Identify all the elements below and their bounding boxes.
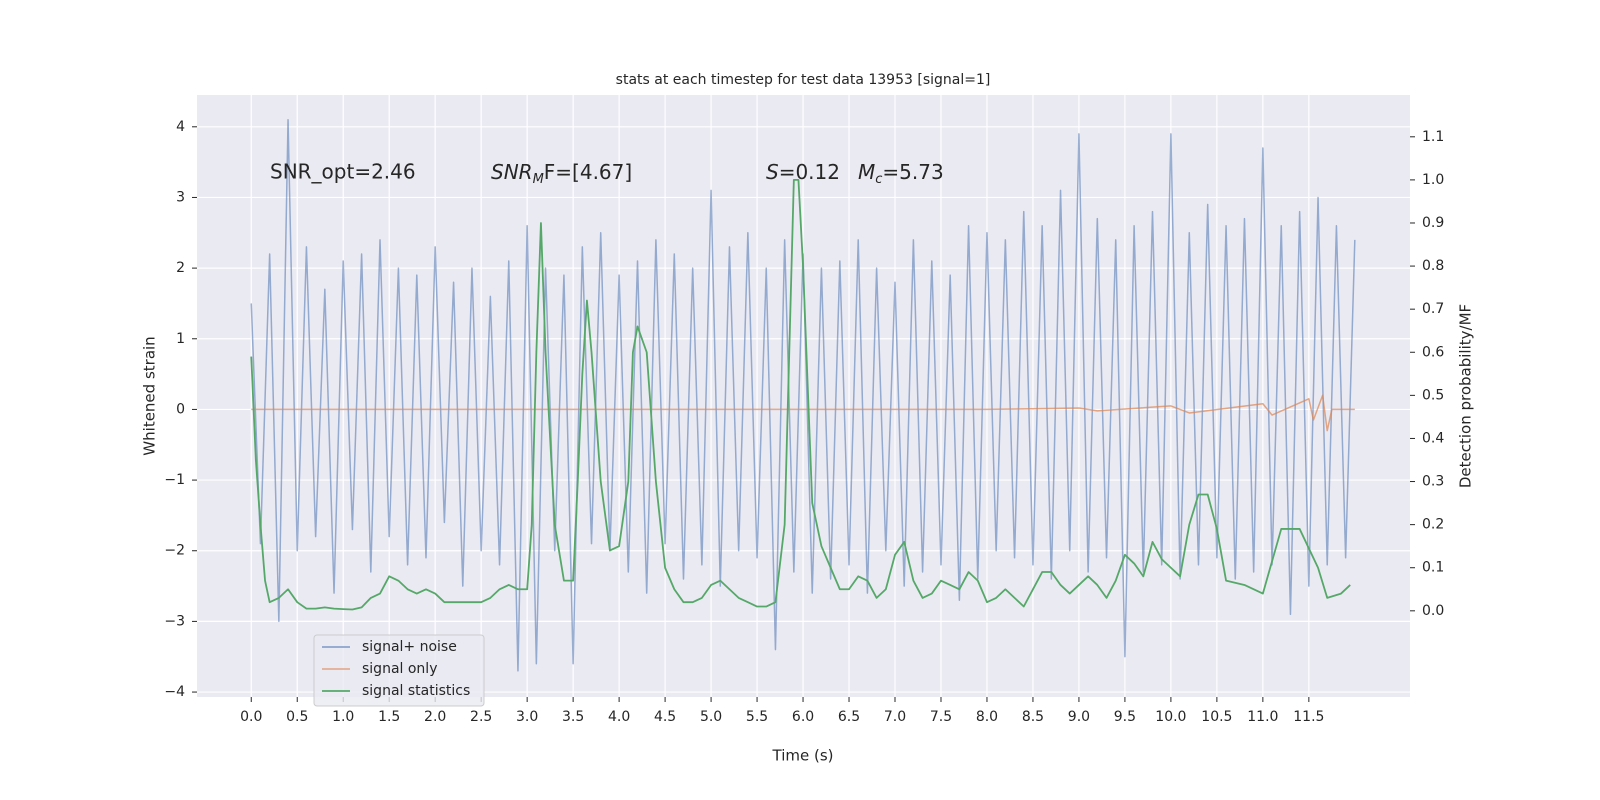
annotation-sub: M (533, 172, 544, 187)
x-tick-label: 2.5 (470, 709, 492, 725)
x-tick-label: 3.0 (516, 709, 538, 725)
y2-tick-label: 0.6 (1422, 344, 1444, 360)
x-tick-label: 7.5 (930, 709, 952, 725)
y-tick-label: −4 (164, 684, 185, 700)
annotation: SNRMF=[4.67] (491, 160, 632, 187)
x-axis-label: Time (s) (772, 747, 834, 765)
x-tick-label: 0.5 (286, 709, 308, 725)
y2-tick-label: 1.1 (1422, 129, 1444, 145)
annotation: Mc=5.73 (858, 160, 944, 187)
y2-tick-label: 0.9 (1422, 215, 1444, 231)
y2-tick-label: 0.2 (1422, 517, 1444, 533)
y2-axis-label: Detection probability/MF (1457, 304, 1475, 488)
y2-tick-label: 1.0 (1422, 172, 1444, 188)
legend-label: signal+ noise (362, 639, 457, 655)
y-tick-label: 3 (176, 189, 185, 205)
annotation-sub: c (875, 172, 882, 187)
x-tick-label: 8.5 (1022, 709, 1044, 725)
series-line (251, 394, 1355, 432)
annotation-part: =5.73 (882, 160, 943, 184)
x-tick-label: 11.0 (1247, 709, 1278, 725)
y-tick-label: 0 (176, 401, 185, 417)
legend-box (313, 634, 485, 707)
y2-tick-label: 0.8 (1422, 258, 1444, 274)
marks (250, 118, 1356, 672)
y2-tick-label: 0.0 (1422, 603, 1444, 619)
y-axis-label: Whitened strain (141, 336, 159, 455)
y-tick-label: 2 (176, 260, 185, 276)
x-tick-label: 1.5 (378, 709, 400, 725)
grid (192, 95, 1415, 702)
x-tick-label: 1.0 (332, 709, 354, 725)
annotation-part: S (766, 160, 779, 184)
x-tick-label: 3.5 (562, 709, 584, 725)
y2-tick-label: 0.7 (1422, 301, 1444, 317)
x-tick-label: 6.5 (838, 709, 860, 725)
y2-tick-label: 0.3 (1422, 474, 1444, 490)
annotation-part: SNR (491, 160, 533, 184)
annotation-part: =0.12 (779, 160, 840, 184)
y-tick-label: 1 (176, 331, 185, 347)
x-tick-label: 5.0 (700, 709, 722, 725)
x-tick-label: 5.5 (746, 709, 768, 725)
x-tick-label: 11.5 (1293, 709, 1324, 725)
x-tick-label: 0.0 (240, 709, 262, 725)
y2-tick-label: 0.4 (1422, 430, 1444, 446)
series-line (250, 178, 1351, 611)
x-tick-label: 4.0 (608, 709, 630, 725)
x-tick-label: 10.0 (1155, 709, 1186, 725)
x-tick-label: 4.5 (654, 709, 676, 725)
x-tick-label: 6.0 (792, 709, 814, 725)
y2-tick-label: 0.1 (1422, 560, 1444, 576)
chart-title: stats at each timestep for test data 139… (616, 72, 991, 88)
legend-label: signal only (362, 661, 437, 677)
x-tick-label: 9.5 (1114, 709, 1136, 725)
annotation-part: M (858, 160, 875, 184)
y-tick-label: −2 (164, 543, 185, 559)
annotations: SNR_opt=2.46 SNRMF=[4.67] S=0.12 Mc=5.73 (270, 160, 944, 187)
x-tick-label: 2.0 (424, 709, 446, 725)
y-tick-label: 4 (176, 119, 185, 135)
x-tick-label: 8.0 (976, 709, 998, 725)
y-tick-label: −3 (164, 613, 185, 629)
x-tick-label: 7.0 (884, 709, 906, 725)
annotation-part: F=[4.67] (544, 160, 632, 184)
x-tick-label: 9.0 (1068, 709, 1090, 725)
annotation: SNR_opt=2.46 (270, 160, 416, 184)
y-tick-label: −1 (164, 472, 185, 488)
legend-label: signal statistics (362, 683, 470, 699)
annotation: S=0.12 (766, 160, 840, 184)
x-tick-label: 10.5 (1201, 709, 1232, 725)
legend: signal+ noise signal only signal statistic… (313, 634, 485, 707)
y2-tick-label: 0.5 (1422, 387, 1444, 403)
